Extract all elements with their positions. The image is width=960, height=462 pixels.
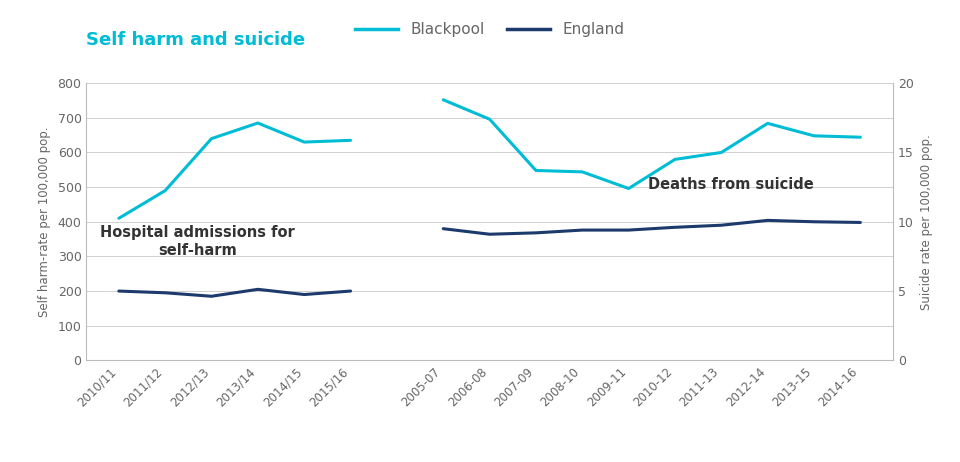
Text: Self harm and suicide: Self harm and suicide [86, 30, 305, 49]
Text: Hospital admissions for
self-harm: Hospital admissions for self-harm [100, 225, 295, 258]
Y-axis label: Suicide rate per 100,000 pop.: Suicide rate per 100,000 pop. [921, 134, 933, 310]
Y-axis label: Self harm-rate per 100,000 pop.: Self harm-rate per 100,000 pop. [37, 127, 51, 317]
Legend: Blackpool, England: Blackpool, England [348, 16, 631, 43]
Text: Deaths from suicide: Deaths from suicide [648, 177, 813, 192]
